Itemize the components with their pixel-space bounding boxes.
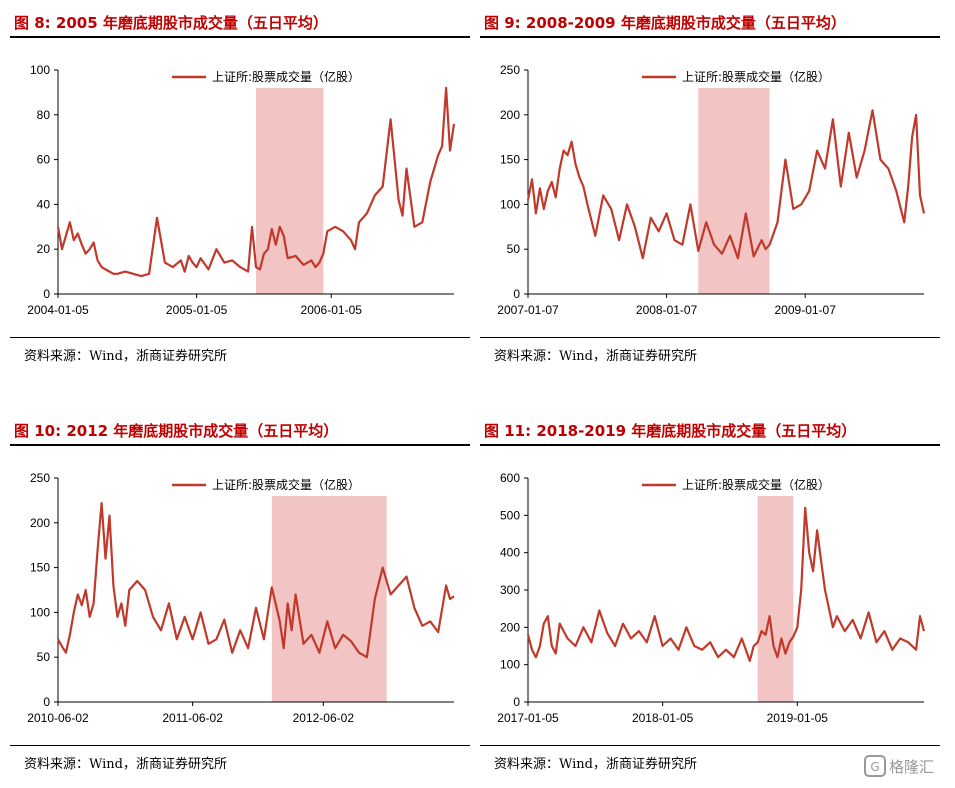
watermark-text: 格隆汇 xyxy=(889,758,934,776)
bottom-rule xyxy=(480,337,940,338)
legend-label: 上证所:股票成交量（亿股） xyxy=(212,477,360,492)
source-note: 资料来源：Wind，浙商证券研究所 xyxy=(494,349,697,364)
y-tick-label: 20 xyxy=(37,242,51,256)
y-tick-label: 50 xyxy=(507,242,521,256)
y-tick-label: 50 xyxy=(37,650,51,664)
y-tick-label: 60 xyxy=(37,153,51,167)
source-note: 资料来源：Wind，浙商证券研究所 xyxy=(494,757,697,772)
watermark-logo: G 格隆汇 xyxy=(864,755,934,777)
x-tick-label: 2011-06-02 xyxy=(162,711,223,725)
x-tick-label: 2007-01-07 xyxy=(497,303,559,317)
shaded-period xyxy=(698,88,770,294)
chart-title: 图 9: 2008-2009 年磨底期股市成交量（五日平均） xyxy=(484,14,846,32)
top-rule xyxy=(10,36,470,38)
series-line xyxy=(56,86,456,278)
x-tick-label: 2005-01-05 xyxy=(166,303,228,317)
x-tick-label: 2018-01-05 xyxy=(632,711,694,725)
x-tick-label: 2008-01-07 xyxy=(636,303,698,317)
bottom-rule xyxy=(10,337,470,338)
x-tick-label: 2004-01-05 xyxy=(27,303,89,317)
shaded-period xyxy=(271,496,387,702)
legend-label: 上证所:股票成交量（亿股） xyxy=(682,69,830,84)
chart-panel-3: 图 10: 2012 年磨底期股市成交量（五日平均） 0 50 100 150 200 2… xyxy=(10,408,470,788)
line-chart: 0 50 100 150 200 250 2007-01-07 2008-01-07 2009-… xyxy=(497,63,926,317)
chart-title: 图 8: 2005 年磨底期股市成交量（五日平均） xyxy=(14,14,328,32)
y-tick-label: 250 xyxy=(30,471,50,485)
shaded-period xyxy=(757,496,794,702)
source-note: 资料来源：Wind，浙商证券研究所 xyxy=(24,757,227,772)
legend-label: 上证所:股票成交量（亿股） xyxy=(212,69,360,84)
series-line xyxy=(526,109,926,260)
y-tick-label: 200 xyxy=(500,108,520,122)
y-tick-label: 0 xyxy=(513,287,520,301)
y-tick-label: 500 xyxy=(500,508,520,522)
line-chart: 0 100 200 300 400 500 600 2017-01-05 2018-01-05 2… xyxy=(497,471,926,725)
chart-panel-4: 图 11: 2018-2019 年磨底期股市成交量（五日平均） 0 100 200 3… xyxy=(480,408,940,788)
bottom-rule xyxy=(10,745,470,746)
series-line xyxy=(57,501,455,659)
y-tick-label: 80 xyxy=(37,108,51,122)
x-tick-label: 2017-01-05 xyxy=(497,711,559,725)
y-tick-label: 100 xyxy=(30,63,50,77)
svg-text:G: G xyxy=(870,760,879,774)
line-chart: 0 20 40 60 80 100 2004-01-05 2005-01-05 2006-01-… xyxy=(27,63,456,317)
series-line xyxy=(526,506,926,662)
y-tick-label: 200 xyxy=(500,620,520,634)
y-tick-label: 40 xyxy=(37,197,51,211)
y-tick-label: 200 xyxy=(30,516,50,530)
x-tick-label: 2009-01-07 xyxy=(775,303,837,317)
top-rule xyxy=(480,36,940,38)
y-tick-label: 100 xyxy=(500,658,520,672)
x-tick-label: 2006-01-05 xyxy=(301,303,363,317)
chart-title: 图 10: 2012 年磨底期股市成交量（五日平均） xyxy=(14,422,339,440)
y-tick-label: 0 xyxy=(43,287,50,301)
top-rule xyxy=(480,444,940,446)
line-chart: 0 50 100 150 200 250 2010-06-02 2011-06-02 2012-… xyxy=(27,471,455,725)
chart-panel-1: 图 8: 2005 年磨底期股市成交量（五日平均） 0 20 40 60 80 100 20… xyxy=(10,0,470,380)
y-tick-label: 150 xyxy=(500,153,520,167)
y-tick-label: 100 xyxy=(30,605,50,619)
y-tick-label: 0 xyxy=(43,695,50,709)
y-tick-label: 400 xyxy=(500,546,520,560)
y-tick-label: 600 xyxy=(500,471,520,485)
x-tick-label: 2019-01-05 xyxy=(767,711,829,725)
top-rule xyxy=(10,444,470,446)
y-tick-label: 300 xyxy=(500,583,520,597)
y-tick-label: 100 xyxy=(500,197,520,211)
x-tick-label: 2012-06-02 xyxy=(293,711,355,725)
chart-panel-2: 图 9: 2008-2009 年磨底期股市成交量（五日平均） 0 50 100 150… xyxy=(480,0,940,380)
y-tick-label: 250 xyxy=(500,63,520,77)
y-tick-label: 150 xyxy=(30,561,50,575)
chart-title: 图 11: 2018-2019 年磨底期股市成交量（五日平均） xyxy=(484,422,857,440)
x-tick-label: 2010-06-02 xyxy=(27,711,89,725)
bottom-rule xyxy=(480,745,940,746)
source-note: 资料来源：Wind，浙商证券研究所 xyxy=(24,349,227,364)
y-tick-label: 0 xyxy=(513,695,520,709)
legend-label: 上证所:股票成交量（亿股） xyxy=(682,477,830,492)
